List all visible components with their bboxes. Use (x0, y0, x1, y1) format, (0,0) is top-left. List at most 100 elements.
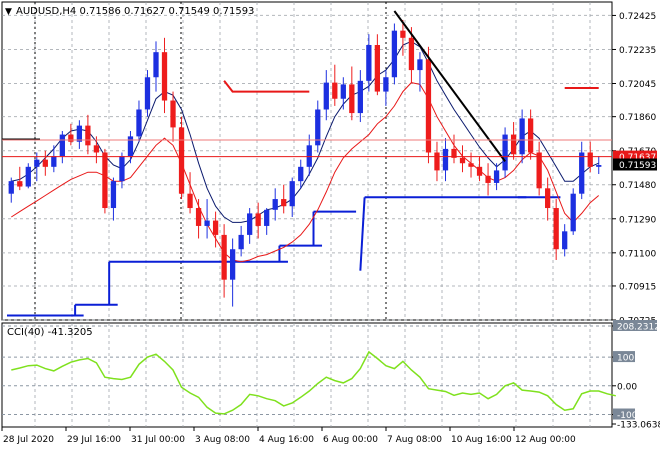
bullish-candle-body (493, 170, 500, 183)
time-tick-label: 10 Aug 16:00 (451, 435, 512, 445)
symbol-triangle-icon[interactable]: ▼ (5, 7, 12, 17)
bullish-candle-body (229, 249, 236, 280)
cci-tick-label: -100 (617, 411, 638, 421)
bearish-candle-body (85, 125, 91, 146)
bullish-candle-body (153, 52, 159, 78)
bearish-candle-body (408, 37, 415, 71)
bearish-candle-body (545, 188, 551, 209)
price-tick-label: 0.71290 (619, 215, 656, 225)
bullish-candle-body (272, 199, 278, 210)
bearish-candle-body (553, 208, 559, 250)
bullish-candle-body (119, 156, 125, 182)
price-tick-label: 0.71480 (619, 181, 656, 191)
bullish-candle-body (51, 156, 57, 167)
bullish-candle-body (76, 125, 83, 142)
bullish-candle-body (127, 136, 134, 157)
last-price-tag-bg (613, 158, 657, 171)
bullish-candle-body (59, 134, 65, 157)
bullish-candle-body (289, 181, 295, 207)
price-tick-label: 0.71860 (619, 113, 656, 123)
bullish-candle-body (562, 231, 568, 250)
bullish-candle-body (136, 109, 142, 137)
bearish-candle-body (332, 82, 338, 99)
trailing-stop-step (359, 197, 366, 271)
bearish-candle-body (459, 157, 466, 164)
candlestick-series (8, 19, 602, 307)
bearish-candle-body (42, 159, 48, 167)
time-tick-label: 28 Jul 2020 (3, 435, 54, 445)
bullish-candle-body (323, 82, 329, 110)
cci-indicator-label: CCI(40) -41.3205 (7, 327, 93, 338)
symbol-info-label: AUDUSD,H4 0.71586 0.71627 0.71549 0.7159… (16, 6, 254, 17)
bullish-candle-body (247, 213, 253, 235)
bearish-candle-body (212, 220, 219, 235)
bearish-candle-body (195, 208, 202, 226)
bearish-candle-body (178, 127, 185, 194)
cci-series-line (11, 350, 616, 415)
red-level-line[interactable] (223, 80, 310, 93)
bullish-candle-body (298, 166, 304, 182)
bearish-candle-body (468, 163, 474, 167)
bearish-candle-body (536, 152, 542, 189)
price-tick-label: 0.72045 (619, 80, 656, 90)
bullish-candle-body (519, 118, 525, 155)
bearish-candle-body (476, 166, 483, 176)
bullish-candle-body (570, 193, 576, 232)
bearish-candle-body (281, 199, 287, 207)
bullish-candle-body (204, 220, 210, 226)
bullish-candle-body (442, 148, 449, 171)
bearish-candle-body (102, 152, 108, 209)
bullish-candle-body (596, 165, 602, 167)
bearish-candle-body (161, 52, 168, 101)
bullish-candle-body (366, 44, 372, 81)
last-price-tag: 0.71593 (619, 161, 656, 171)
time-tick-label: 12 Aug 00:00 (515, 435, 576, 445)
time-tick-label: 7 Aug 08:00 (387, 435, 442, 445)
bearish-candle-body (221, 234, 227, 280)
bullish-candle-body (25, 166, 31, 187)
cci-tick-bg (613, 408, 635, 420)
price-tick-label: 0.72235 (619, 46, 656, 56)
bullish-candle-body (502, 134, 508, 171)
time-tick-label: 31 Jul 00:00 (131, 435, 185, 445)
cci-tick-label: 0.00 (617, 382, 637, 392)
cci-axis: 208.2312 100 0.00 -100-133.0638 (612, 320, 660, 431)
time-axis: 28 Jul 2020 29 Jul 16:00 31 Jul 00:00 3 Aug… (1, 427, 576, 445)
grid-lines (2, 2, 612, 427)
bearish-candle-body (170, 100, 176, 128)
ma-fast-line (11, 40, 599, 223)
drawn-objects (2, 10, 612, 162)
bullish-candle-body (306, 145, 312, 167)
bullish-candle-body (417, 59, 423, 71)
price-tick-label: 0.72425 (619, 12, 656, 22)
bearish-candle-body (485, 175, 491, 183)
bearish-candle-body (374, 44, 381, 92)
bullish-candle-body (110, 181, 117, 209)
bullish-candle-body (238, 234, 244, 250)
time-tick-label: 6 Aug 00:00 (323, 435, 378, 445)
bearish-candle-body (434, 152, 440, 171)
bullish-candle-body (383, 77, 389, 92)
bullish-candle-body (8, 181, 14, 194)
trend-line[interactable] (393, 10, 506, 162)
bearish-candle-body (451, 148, 457, 158)
bearish-candle-body (425, 59, 432, 153)
cci-tick-label: -133.0638 (617, 421, 660, 431)
bearish-candle-body (400, 30, 406, 38)
cci-tick-label: 208.2312 (617, 323, 660, 333)
bullish-candle-body (34, 159, 40, 167)
bullish-candle-body (144, 77, 151, 110)
bullish-candle-body (391, 30, 398, 78)
bullish-candle-body (579, 152, 585, 194)
bearish-candle-body (68, 134, 74, 142)
cci-tick-bg (613, 320, 657, 331)
bullish-candle-body (315, 109, 321, 146)
bid-price-tag: 0.71637 (619, 153, 656, 163)
bearish-candle-body (93, 145, 100, 153)
cci-subwindow-frame (1, 322, 613, 428)
bearish-candle-body (527, 118, 534, 153)
time-tick-label: 29 Jul 16:00 (67, 435, 121, 445)
bearish-candle-body (187, 193, 193, 209)
price-tick-label: 0.70915 (619, 282, 656, 292)
